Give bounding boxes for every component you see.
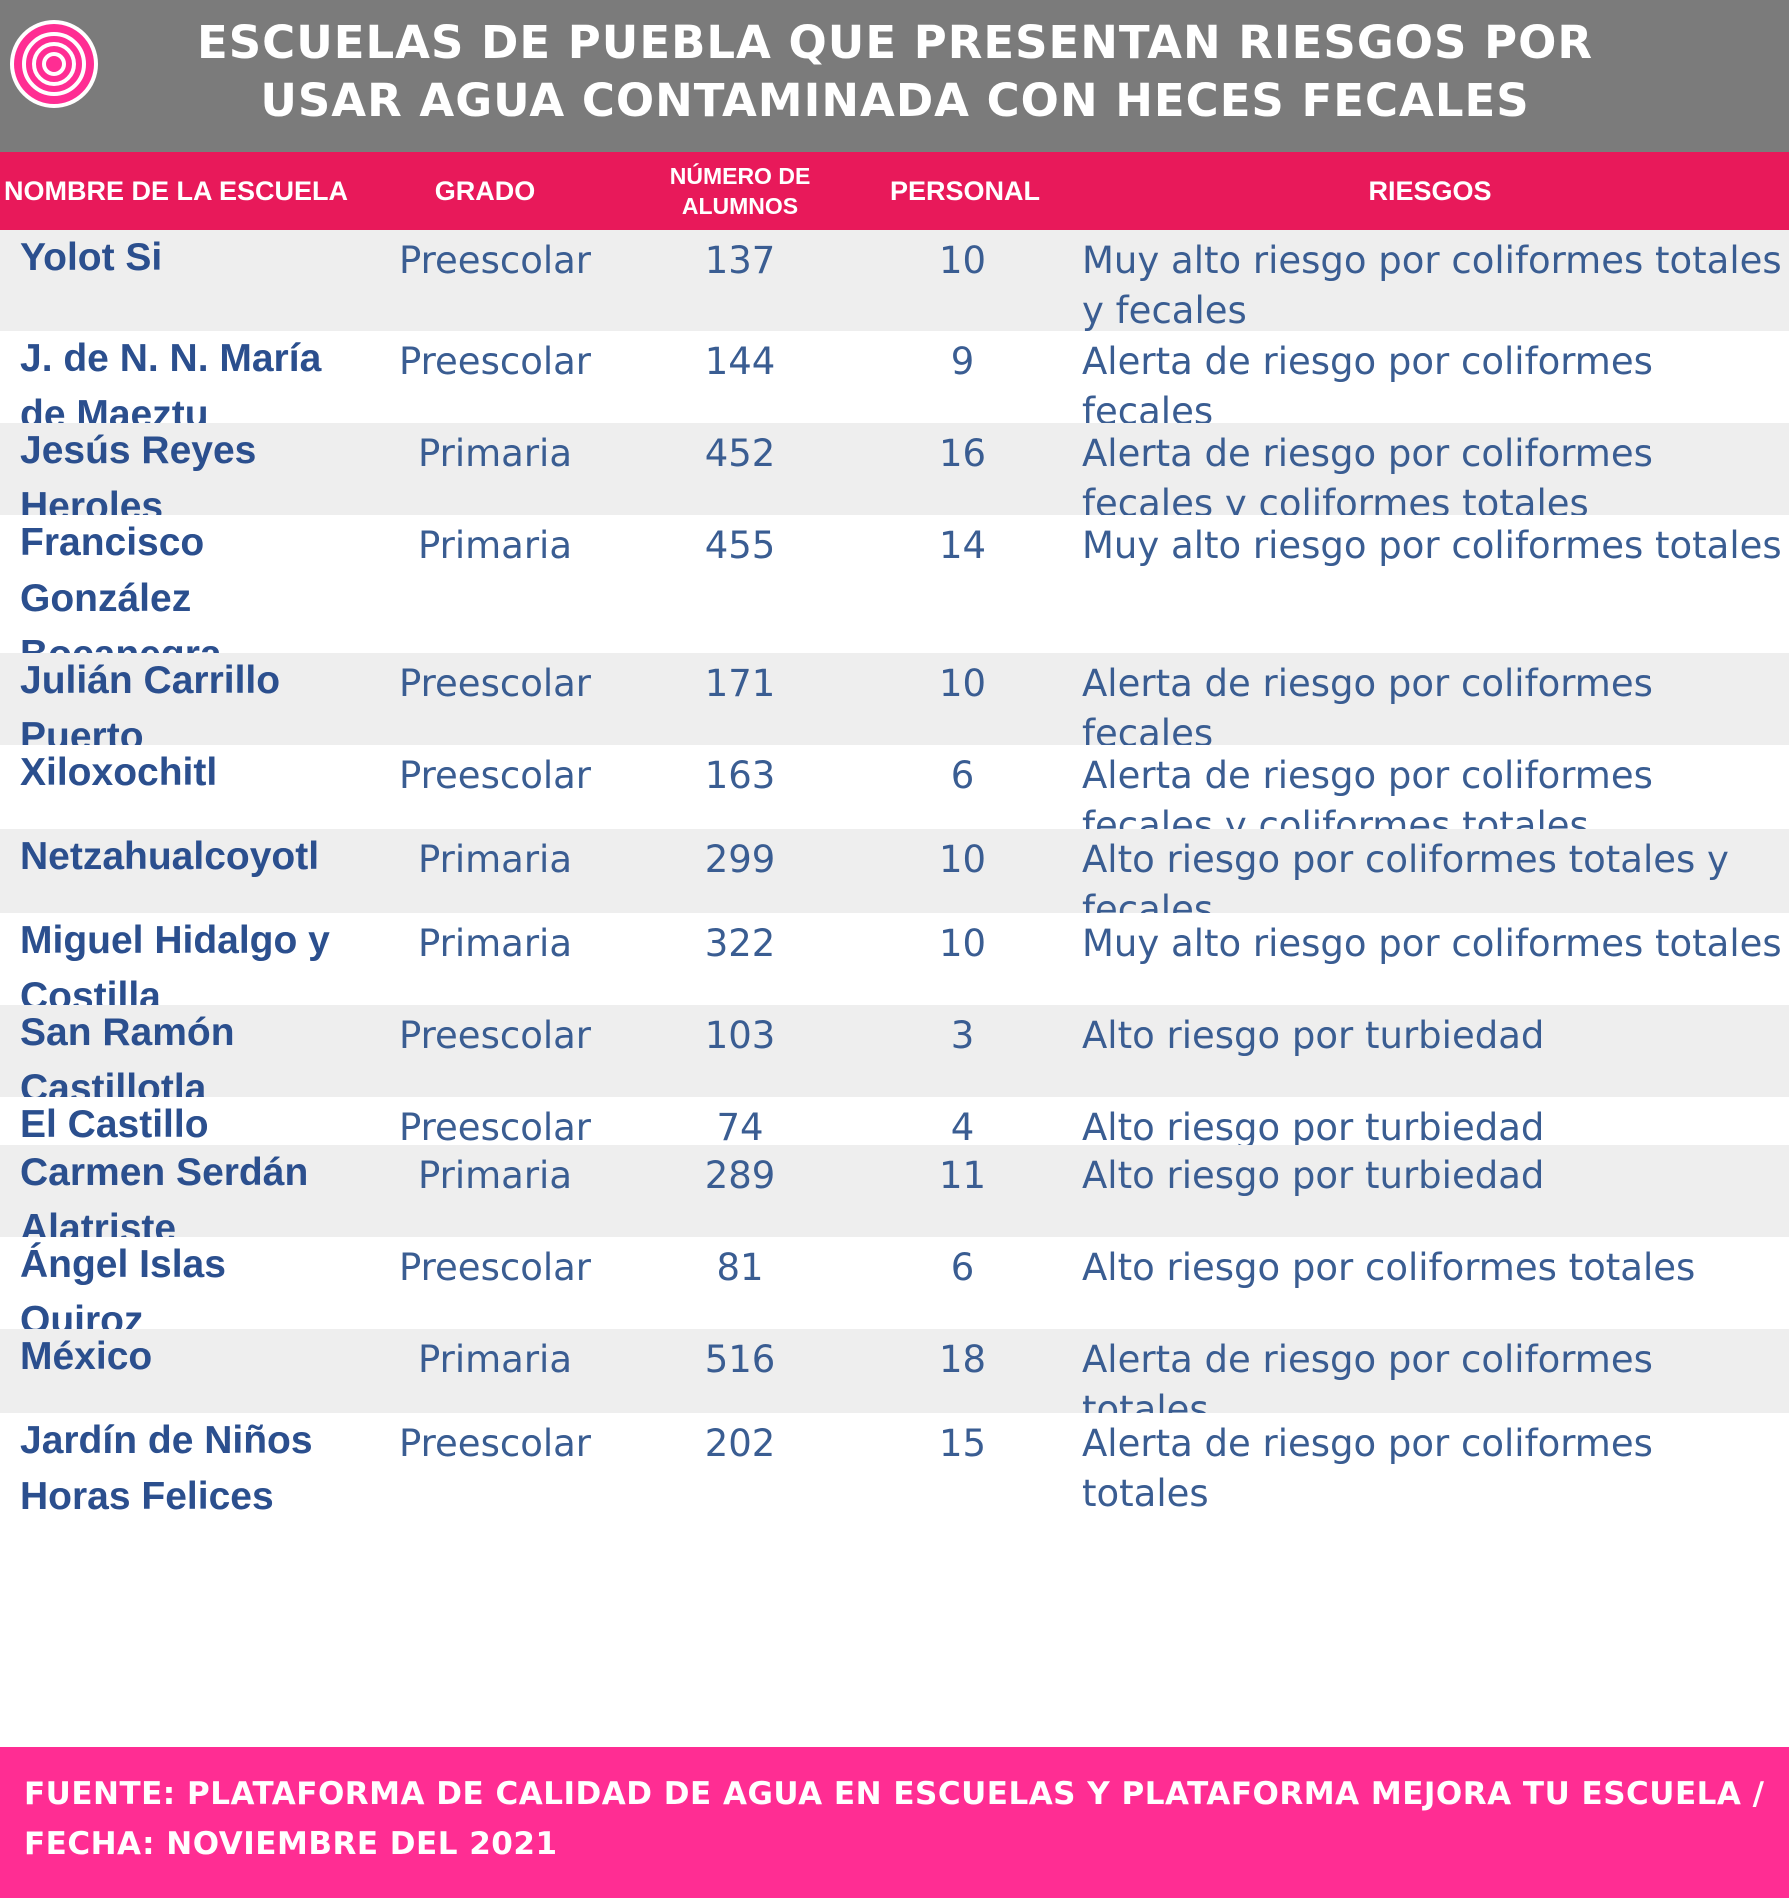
- students-cell: 144: [704, 340, 776, 383]
- school-name: Julián Carrillo Puerto: [20, 659, 281, 758]
- students-cell: 74: [716, 1106, 764, 1149]
- table-row: Francisco González BocanegraPrimaria4551…: [0, 515, 1789, 676]
- staff-cell: 9: [950, 340, 975, 383]
- risk-cell: Alto riesgo por coliformes totales: [1082, 1246, 1696, 1289]
- page-title: ESCUELAS DE PUEBLA QUE PRESENTAN RIESGOS…: [197, 16, 1593, 127]
- risk-cell: Alto riesgo por turbiedad: [1082, 1154, 1545, 1197]
- table-row: Carmen Serdán Alatriste Primaria 289 11 Alto…: [0, 1145, 1789, 1250]
- students-cell: 171: [704, 662, 776, 705]
- table-row: Jesús Reyes Heroles Primaria 452 16 Alerta d…: [0, 423, 1789, 528]
- school-name: Netzahualcoyotl: [20, 835, 320, 878]
- grade-cell: Preescolar: [398, 754, 591, 797]
- staff-cell: 10: [938, 838, 987, 881]
- table-header: NOMBRE DE LA ESCUELA GRADO NÚMERO DE ALU…: [0, 152, 1789, 230]
- staff-cell: 4: [950, 1106, 975, 1149]
- column-header-grado: GRADO: [434, 175, 536, 206]
- grade-cell: Primaria: [417, 1338, 573, 1381]
- staff-cell: 10: [938, 662, 987, 705]
- table-row: J. de N. N. María de Maeztu Preescolar 144…: [0, 331, 1789, 436]
- table-row: El Castillo Preescolar 74 4 Alto riesgo por …: [0, 1097, 1789, 1149]
- students-cell: 202: [704, 1422, 776, 1465]
- table-row: Yolot Si Preescolar 137 10 Muy alto riesgo p…: [0, 230, 1789, 332]
- grade-cell: Preescolar: [398, 340, 591, 383]
- grade-cell: Preescolar: [398, 1246, 591, 1289]
- risk-cell: Alerta de riesgo por coliformes totales: [1082, 1422, 1653, 1515]
- students-cell: 322: [704, 922, 776, 965]
- school-name: Jardín de Niños Horas Felices: [20, 1419, 313, 1518]
- staff-cell: 6: [950, 754, 975, 797]
- risk-cell: Alto riesgo por turbiedad: [1082, 1014, 1545, 1057]
- table-row: Ángel Islas Quiroz Preescolar 81 6 Alto ries…: [0, 1237, 1789, 1342]
- grade-cell: Preescolar: [398, 1106, 591, 1149]
- school-name: Yolot Si: [20, 236, 163, 279]
- table-row: Julián Carrillo Puerto Preescolar 171 10 Ale…: [0, 653, 1789, 758]
- students-cell: 289: [704, 1154, 776, 1197]
- table-row: Jardín de Niños Horas Felices Preescolar 2…: [0, 1413, 1789, 1518]
- school-name: El Castillo: [20, 1103, 209, 1146]
- column-header-name: NOMBRE DE LA ESCUELA: [4, 175, 349, 206]
- staff-cell: 11: [938, 1154, 987, 1197]
- staff-cell: 14: [938, 524, 987, 567]
- column-header-riesgos: RIESGOS: [1368, 175, 1492, 206]
- staff-cell: 3: [950, 1014, 975, 1057]
- students-cell: 452: [704, 432, 776, 475]
- concentric-circles-icon: [10, 20, 98, 108]
- staff-cell: 18: [938, 1338, 987, 1381]
- staff-cell: 15: [938, 1422, 987, 1465]
- grade-cell: Primaria: [417, 432, 573, 475]
- risk-cell: Alerta de riesgo por coliformes fecales …: [1082, 432, 1653, 525]
- students-cell: 299: [704, 838, 776, 881]
- table-row: San Ramón Castillotla Preescolar 103 3 Alto …: [0, 1005, 1789, 1110]
- column-header-num-alumnos: NÚMERO DE ALUMNOS: [669, 163, 811, 219]
- risk-cell: Alto riesgo por turbiedad: [1082, 1106, 1545, 1149]
- grade-cell: Preescolar: [398, 1422, 591, 1465]
- grade-cell: Primaria: [417, 1154, 573, 1197]
- source-footer: FUENTE: PLATAFORMA DE CALIDAD DE AGUA EN…: [0, 1747, 1789, 1898]
- table-row: México Primaria 516 18 Alerta de riesgo por …: [0, 1329, 1789, 1431]
- table-row: Miguel Hidalgo y Costilla Primaria 322 10 Mu…: [0, 913, 1789, 1018]
- grade-cell: Preescolar: [398, 662, 591, 705]
- table-row: Xiloxochitl Preescolar 163 6 Alerta de riesg…: [0, 745, 1789, 847]
- students-cell: 103: [704, 1014, 776, 1057]
- students-cell: 163: [704, 754, 776, 797]
- students-cell: 81: [716, 1246, 764, 1289]
- students-cell: 137: [704, 239, 776, 282]
- school-name: Xiloxochitl: [20, 751, 218, 794]
- risk-cell: Muy alto riesgo por coliformes totales: [1082, 922, 1782, 965]
- school-name: Miguel Hidalgo y Costilla: [20, 919, 330, 1018]
- staff-cell: 16: [938, 432, 987, 475]
- risk-cell: Alerta de riesgo por coliformes fecales: [1082, 340, 1653, 433]
- staff-cell: 10: [938, 922, 987, 965]
- table-row: Netzahualcoyotl Primaria 299 10 Alto riesgo …: [0, 829, 1789, 931]
- grade-cell: Primaria: [417, 524, 573, 567]
- students-cell: 516: [704, 1338, 776, 1381]
- staff-cell: 6: [950, 1246, 975, 1289]
- grade-cell: Preescolar: [398, 239, 591, 282]
- staff-cell: 10: [938, 239, 987, 282]
- grade-cell: Primaria: [417, 838, 573, 881]
- students-cell: 455: [704, 524, 776, 567]
- risk-cell: Muy alto riesgo por coliformes totales: [1082, 524, 1782, 567]
- grade-cell: Preescolar: [398, 1014, 591, 1057]
- title-banner: ESCUELAS DE PUEBLA QUE PRESENTAN RIESGOS…: [0, 0, 1789, 152]
- risk-cell: Alerta de riesgo por coliformes fecales: [1082, 662, 1653, 755]
- source-text: FUENTE: PLATAFORMA DE CALIDAD DE AGUA EN…: [24, 1776, 1765, 1862]
- school-name: México: [20, 1335, 153, 1378]
- column-header-personal: PERSONAL: [889, 175, 1041, 206]
- risk-cell: Muy alto riesgo por coliformes totales y…: [1082, 239, 1782, 332]
- grade-cell: Primaria: [417, 922, 573, 965]
